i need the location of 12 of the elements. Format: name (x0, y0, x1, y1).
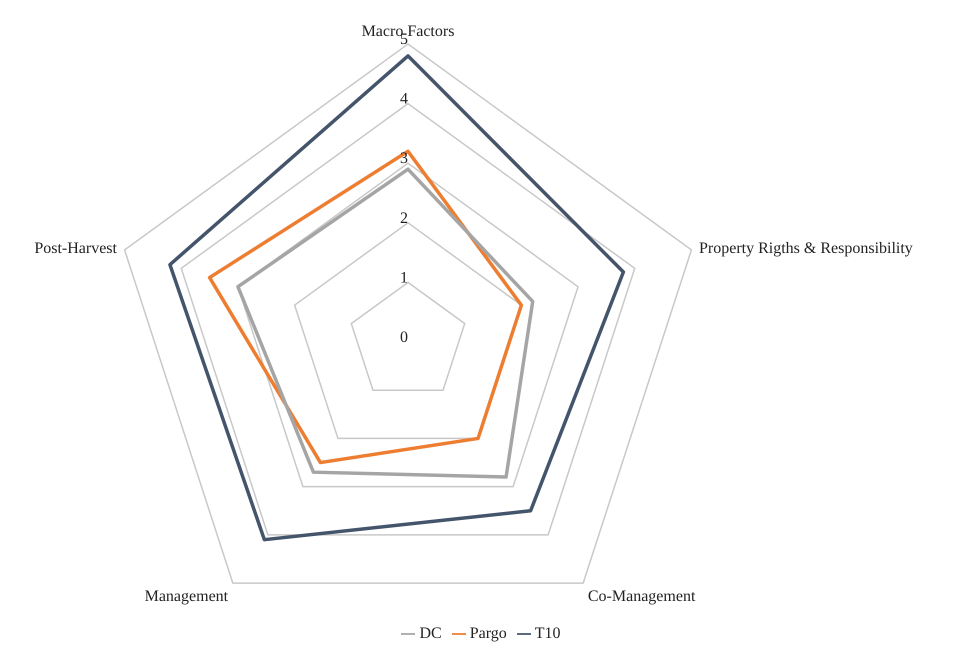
y-tick-label: 1 (400, 269, 408, 286)
legend-label: DC (419, 625, 442, 642)
spoke-label: Post-Harvest (34, 240, 118, 258)
spoke-label: Co-Management (588, 588, 696, 605)
spoke-label: Management (144, 588, 229, 605)
y-tick-label: 4 (400, 90, 408, 108)
legend-label: Pargo (470, 625, 507, 642)
spoke-label: Property Rigths & Responsibility (699, 240, 913, 258)
y-tick-label: 3 (400, 150, 408, 168)
y-tick-label: 0 (400, 329, 408, 346)
legend-label: T10 (534, 625, 561, 642)
y-tick-label: 2 (400, 210, 408, 227)
